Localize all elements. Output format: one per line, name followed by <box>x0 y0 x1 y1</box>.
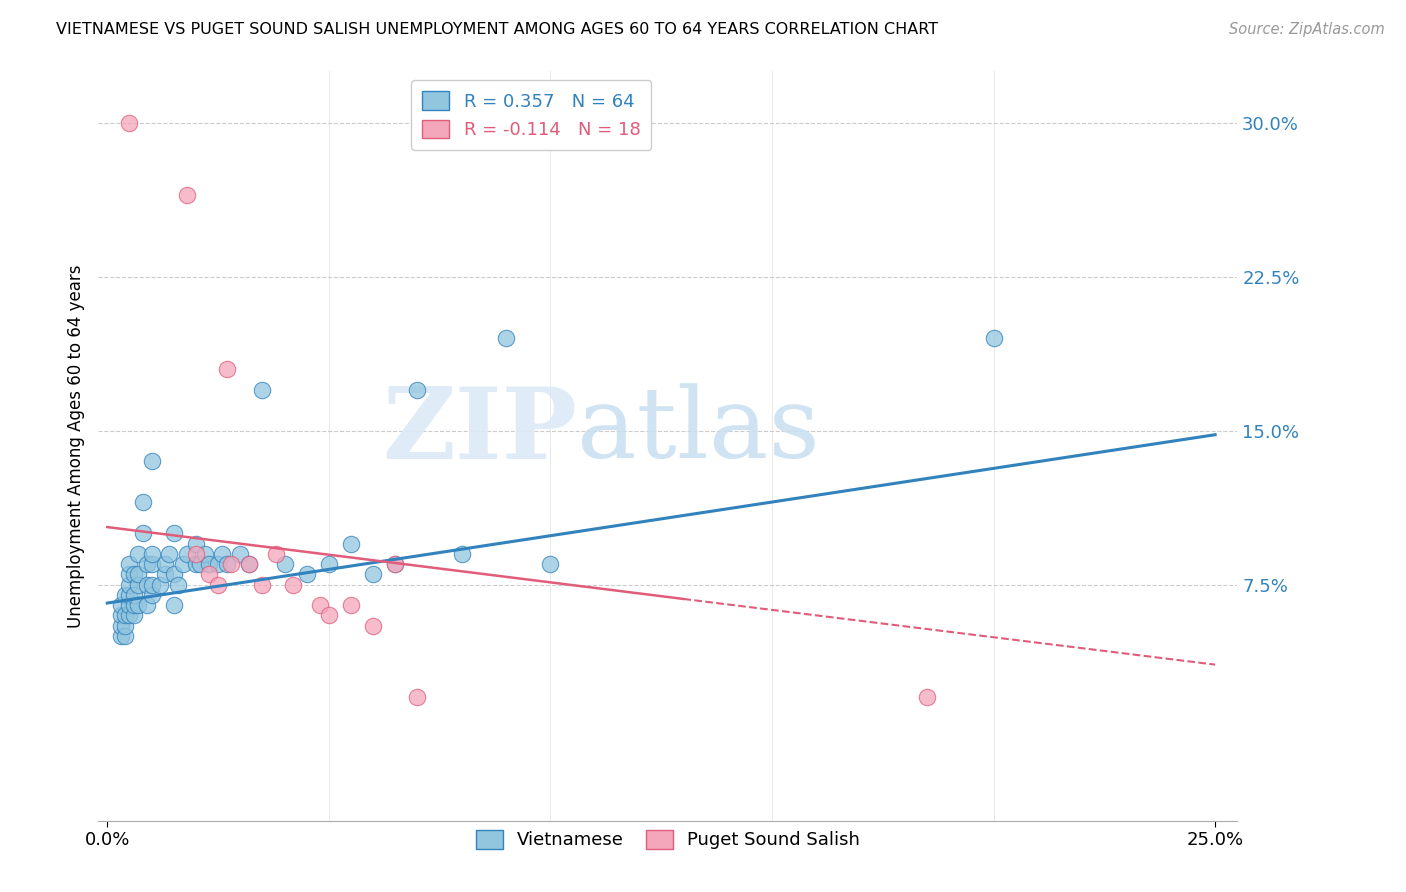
Point <box>127 598 149 612</box>
Point <box>136 557 159 571</box>
Point <box>264 547 287 561</box>
Point <box>207 577 229 591</box>
Point <box>122 567 145 582</box>
Point <box>153 557 176 571</box>
Point <box>983 331 1005 345</box>
Point <box>194 547 217 561</box>
Point <box>141 547 163 561</box>
Point <box>114 588 136 602</box>
Point <box>110 608 132 623</box>
Point <box>163 598 186 612</box>
Point <box>221 557 243 571</box>
Point <box>384 557 406 571</box>
Point <box>136 598 159 612</box>
Point <box>167 577 190 591</box>
Point <box>110 618 132 632</box>
Point <box>110 598 132 612</box>
Point <box>118 608 141 623</box>
Point <box>361 567 384 582</box>
Point <box>198 557 221 571</box>
Point <box>340 598 363 612</box>
Point <box>118 116 141 130</box>
Point <box>141 454 163 468</box>
Point <box>184 557 207 571</box>
Point <box>157 547 180 561</box>
Point <box>127 577 149 591</box>
Point <box>295 567 318 582</box>
Point <box>114 629 136 643</box>
Point <box>238 557 260 571</box>
Point <box>176 187 198 202</box>
Point <box>118 567 141 582</box>
Point <box>406 690 429 705</box>
Point <box>141 577 163 591</box>
Point <box>361 618 384 632</box>
Point <box>188 557 211 571</box>
Point <box>252 383 274 397</box>
Legend: Vietnamese, Puget Sound Salish: Vietnamese, Puget Sound Salish <box>468 822 868 856</box>
Point <box>122 598 145 612</box>
Point <box>149 577 172 591</box>
Point <box>172 557 194 571</box>
Text: VIETNAMESE VS PUGET SOUND SALISH UNEMPLOYMENT AMONG AGES 60 TO 64 YEARS CORRELAT: VIETNAMESE VS PUGET SOUND SALISH UNEMPLO… <box>56 22 938 37</box>
Point <box>207 557 229 571</box>
Point <box>163 567 186 582</box>
Point <box>127 567 149 582</box>
Point <box>176 547 198 561</box>
Point <box>309 598 332 612</box>
Text: Source: ZipAtlas.com: Source: ZipAtlas.com <box>1229 22 1385 37</box>
Point <box>136 577 159 591</box>
Point <box>283 577 305 591</box>
Point <box>238 557 260 571</box>
Point <box>122 588 145 602</box>
Point <box>318 557 340 571</box>
Point <box>122 608 145 623</box>
Point <box>215 557 238 571</box>
Point <box>163 526 186 541</box>
Point <box>118 598 141 612</box>
Point <box>118 577 141 591</box>
Point <box>215 362 238 376</box>
Point <box>229 547 252 561</box>
Point <box>198 567 221 582</box>
Point <box>252 577 274 591</box>
Point <box>110 629 132 643</box>
Point <box>495 331 517 345</box>
Point <box>384 557 406 571</box>
Point <box>118 588 141 602</box>
Point <box>273 557 295 571</box>
Text: atlas: atlas <box>576 384 820 479</box>
Point <box>141 588 163 602</box>
Point <box>127 547 149 561</box>
Point <box>318 608 340 623</box>
Point <box>132 495 155 509</box>
Point <box>184 536 207 550</box>
Point <box>406 383 429 397</box>
Point <box>118 557 141 571</box>
Point <box>114 618 136 632</box>
Point <box>450 547 472 561</box>
Point <box>153 567 176 582</box>
Point <box>340 536 363 550</box>
Point <box>184 547 207 561</box>
Point <box>211 547 233 561</box>
Text: ZIP: ZIP <box>382 383 576 480</box>
Point <box>114 608 136 623</box>
Point <box>132 526 155 541</box>
Point <box>538 557 561 571</box>
Y-axis label: Unemployment Among Ages 60 to 64 years: Unemployment Among Ages 60 to 64 years <box>66 264 84 628</box>
Point <box>141 557 163 571</box>
Point <box>915 690 938 705</box>
